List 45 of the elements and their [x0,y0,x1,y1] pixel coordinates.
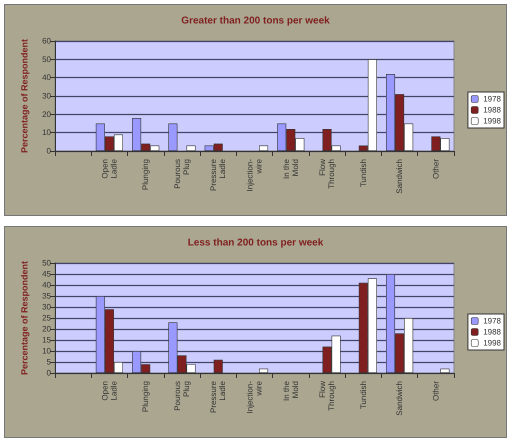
y-axis-title: Percentage of Respondent [20,260,30,376]
x-tick-label: Plunging [141,159,150,190]
x-tick-label: Sandwich [395,159,404,194]
x-tick-label: Other [431,158,440,180]
y-axis-title: Percentage of Respondent [20,38,30,154]
x-tick-label: Tundish [358,381,368,410]
x-tick-label: Pressure Ladle [209,158,228,192]
chart-title: Less than 200 tons per week [188,238,324,248]
y-tick-label: 45 [42,270,52,278]
y-tick-label: 40 [42,73,52,82]
y-tick-label: 10 [42,128,52,138]
x-tick-label: In the Mold [282,158,300,180]
legend-label: 1988 [483,328,502,336]
x-tick-label: Tundish [358,159,368,188]
x-tick-label: Open Ladle [100,380,118,401]
x-tick-label: Sandwich [395,381,404,416]
legend-label: 1998 [483,338,502,348]
y-tick-label: 20 [42,110,52,119]
x-tick-label: Pourous Plug [172,159,191,189]
y-tick-label: 35 [42,292,52,300]
y-tick-label: 30 [42,302,52,312]
x-tick-label: Pourous Plug [172,381,191,411]
y-tick-label: 30 [42,92,52,100]
x-tick-label: In the Mold [282,380,300,402]
y-tick-label: 60 [42,36,52,46]
y-tick-label: 50 [42,54,52,64]
chart-title: Greater than 200 tons per week [181,16,330,26]
y-tick-label: 50 [42,258,52,268]
legend-label: 1988 [483,106,502,114]
x-tick-label: Flow Through [318,380,336,411]
legend-label: 1978 [483,316,502,326]
y-tick-label: 25 [42,314,52,322]
y-tick-label: 10 [42,346,52,356]
y-tick-label: 15 [42,336,52,344]
y-tick-label: 40 [42,280,52,290]
legend-label: 1998 [483,116,502,126]
x-tick-label: Injection-wire [246,380,264,414]
x-tick-label: Other [431,380,440,402]
legend-label: 1978 [483,94,502,104]
x-tick-label: Plunging [141,381,150,412]
x-tick-label: Flow Through [318,158,336,189]
x-tick-label: Injection-wire [246,158,264,192]
y-tick-label: 20 [42,324,52,334]
x-tick-label: Open Ladle [100,158,118,179]
x-tick-label: Pressure Ladle [209,380,228,414]
